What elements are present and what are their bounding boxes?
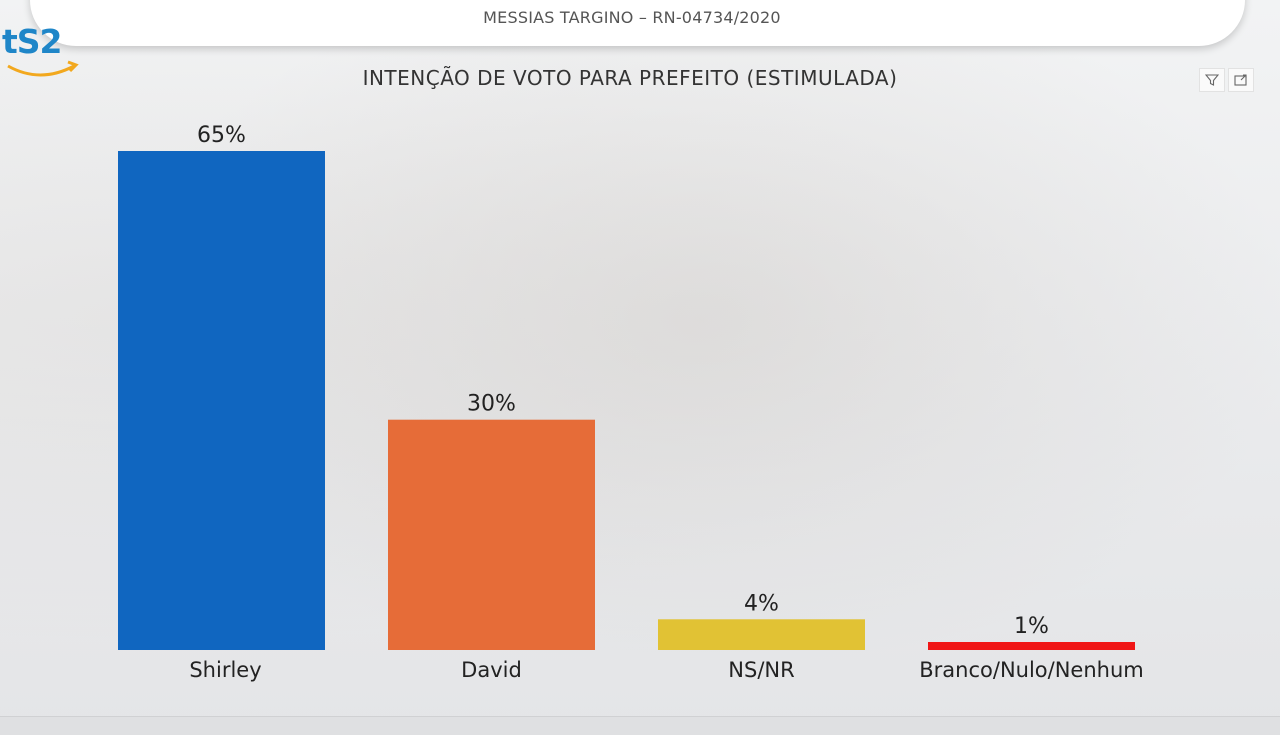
filter-icon[interactable]: [1199, 68, 1225, 92]
category-label: Branco/Nulo/Nenhum: [919, 658, 1143, 682]
bar-shirley[interactable]: [118, 151, 325, 650]
data-label: 65%: [197, 123, 246, 148]
data-label: 4%: [744, 591, 779, 616]
category-label: NS/NR: [728, 658, 794, 682]
category-label: David: [461, 658, 522, 682]
bar-david[interactable]: [388, 419, 595, 650]
bar-branco-nulo-nenhum[interactable]: [928, 642, 1135, 650]
category-label: Shirley: [189, 658, 261, 682]
bottom-bar: [0, 716, 1280, 735]
bar-ns-nr[interactable]: [658, 619, 865, 650]
visual-toolbar: [1199, 68, 1254, 92]
page-title: MESSIAS TARGINO – RN-04734/2020: [483, 8, 781, 27]
logo: tS2: [2, 22, 92, 84]
focus-mode-icon[interactable]: [1228, 68, 1254, 92]
data-label: 30%: [467, 392, 516, 417]
logo-text: tS2: [2, 22, 63, 61]
logo-smile-icon: [7, 60, 79, 77]
chart-title: INTENÇÃO DE VOTO PARA PREFEITO (ESTIMULA…: [362, 66, 898, 90]
header-panel: [30, 0, 1245, 46]
data-label: 1%: [1014, 614, 1049, 639]
